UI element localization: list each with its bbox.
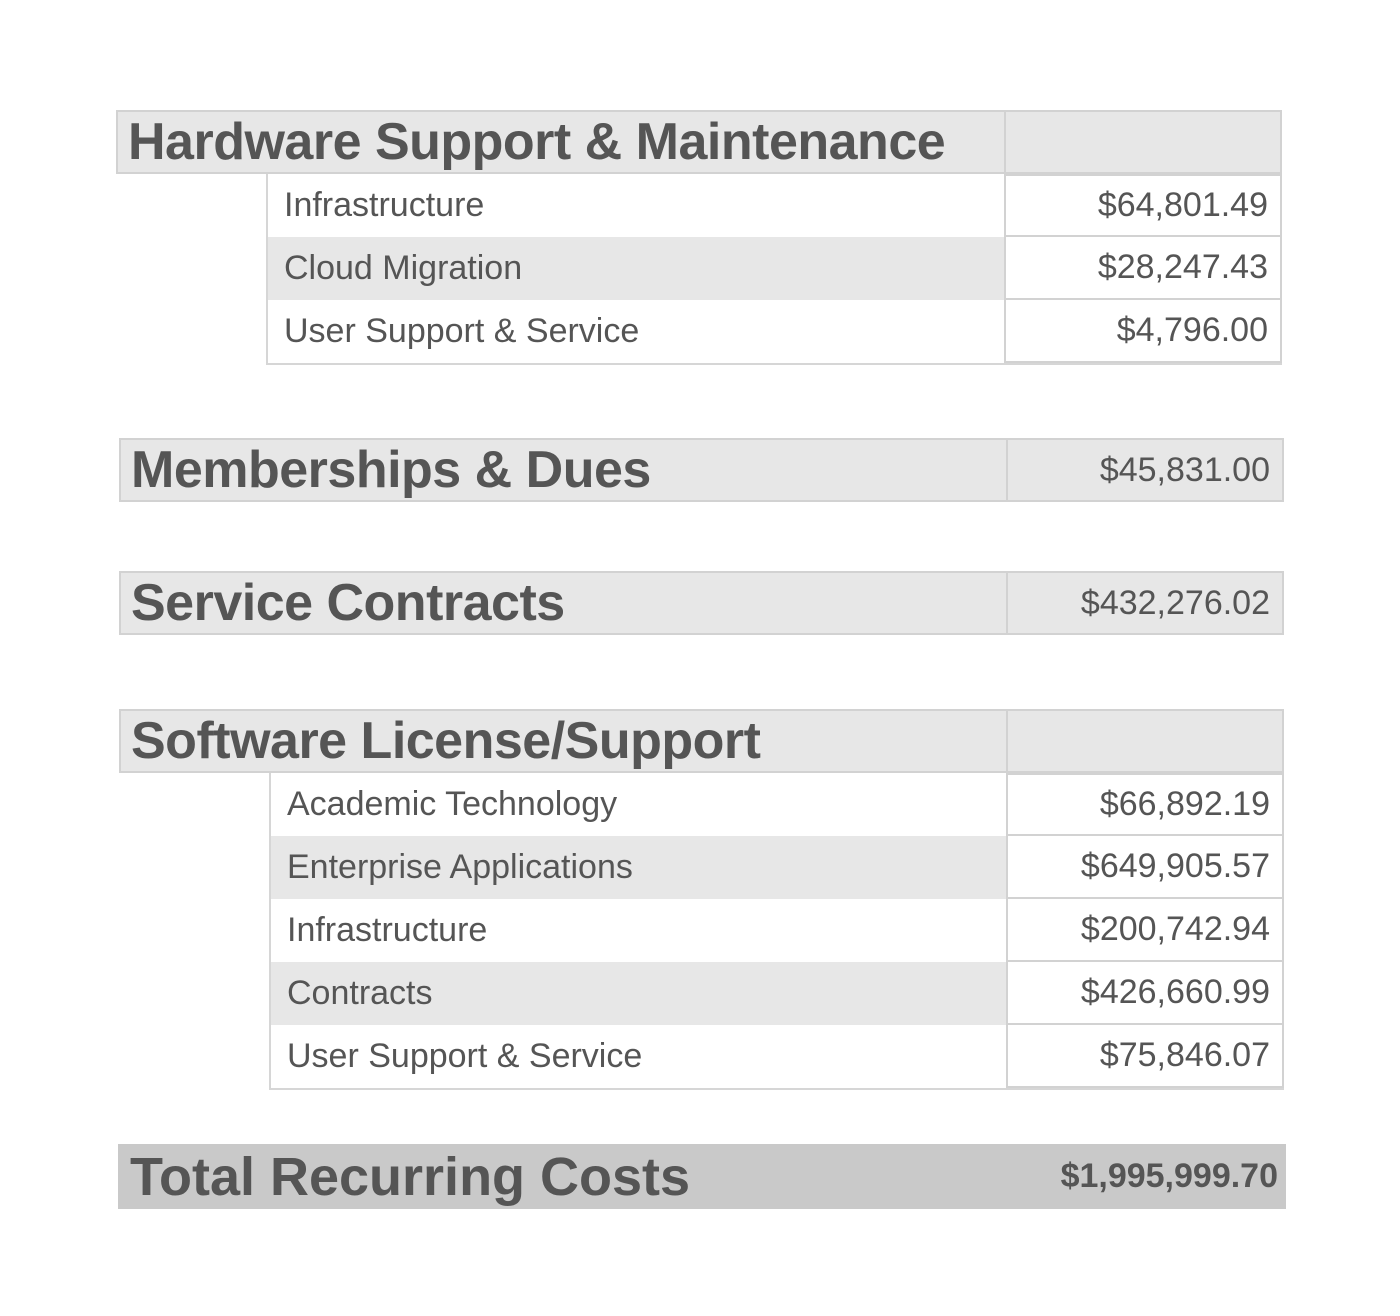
table-row: Cloud Migration $28,247.43 xyxy=(268,237,1282,300)
subtable-hardware: Infrastructure $64,801.49 Cloud Migratio… xyxy=(266,174,1282,365)
section-value: $45,831.00 xyxy=(1006,438,1284,502)
table-row: Contracts $426,660.99 xyxy=(271,962,1284,1025)
section-title: Service Contracts xyxy=(131,574,565,632)
row-value: $75,846.07 xyxy=(1006,1025,1284,1088)
section-header-software: Software License/Support xyxy=(119,709,1284,773)
table-row: User Support & Service $75,846.07 xyxy=(271,1025,1284,1088)
section-header-service-contracts: Service Contracts $432,276.02 xyxy=(119,571,1284,635)
row-value: $649,905.57 xyxy=(1006,836,1284,899)
section-value xyxy=(1006,709,1284,773)
section-title: Software License/Support xyxy=(131,712,761,770)
row-label: Infrastructure xyxy=(287,911,488,949)
row-value: $200,742.94 xyxy=(1006,899,1284,962)
section-value xyxy=(1004,110,1282,174)
row-value: $64,801.49 xyxy=(1004,174,1282,237)
section-value: $432,276.02 xyxy=(1006,571,1284,635)
section-header-memberships: Memberships & Dues $45,831.00 xyxy=(119,438,1284,502)
total-value: $1,995,999.70 xyxy=(1060,1157,1278,1195)
total-label: Total Recurring Costs xyxy=(130,1146,691,1207)
row-value: $28,247.43 xyxy=(1004,237,1282,300)
row-label: User Support & Service xyxy=(287,1037,643,1075)
table-row: Infrastructure $64,801.49 xyxy=(268,174,1282,237)
row-label: Infrastructure xyxy=(284,186,485,224)
row-label: Academic Technology xyxy=(287,785,618,823)
subtable-software: Academic Technology $66,892.19 Enterpris… xyxy=(269,773,1284,1090)
row-label: User Support & Service xyxy=(284,312,640,350)
total-row: Total Recurring Costs $1,995,999.70 xyxy=(118,1144,1286,1209)
table-row: Infrastructure $200,742.94 xyxy=(271,899,1284,962)
section-header-hardware: Hardware Support & Maintenance xyxy=(116,110,1282,174)
table-row: Enterprise Applications $649,905.57 xyxy=(271,836,1284,899)
section-title: Memberships & Dues xyxy=(131,441,651,499)
row-label: Cloud Migration xyxy=(284,249,523,287)
row-value: $426,660.99 xyxy=(1006,962,1284,1025)
table-row: Academic Technology $66,892.19 xyxy=(271,773,1284,836)
row-value: $4,796.00 xyxy=(1004,300,1282,363)
table-row: User Support & Service $4,796.00 xyxy=(268,300,1282,363)
row-label: Contracts xyxy=(287,974,433,1012)
section-title: Hardware Support & Maintenance xyxy=(128,113,946,171)
row-label: Enterprise Applications xyxy=(287,848,633,886)
row-value: $66,892.19 xyxy=(1006,773,1284,836)
